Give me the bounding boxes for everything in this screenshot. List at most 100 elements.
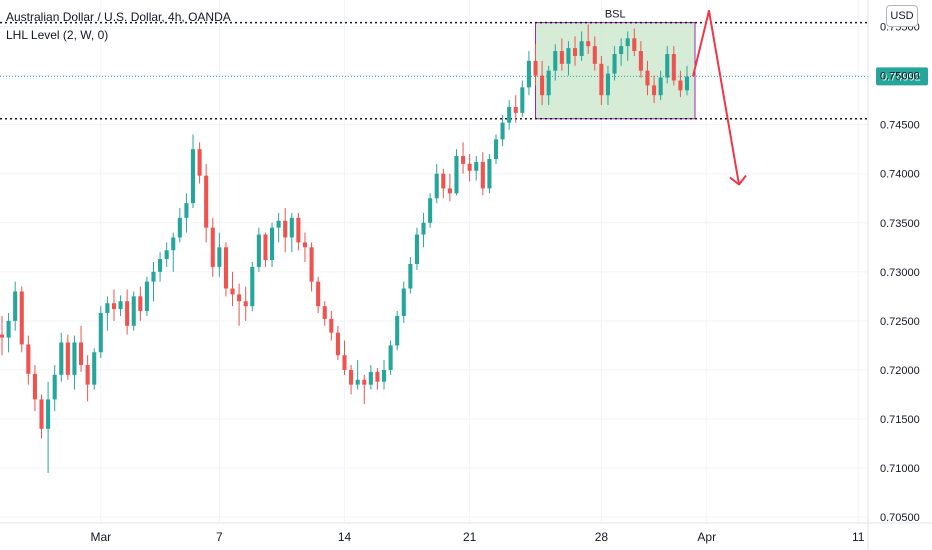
candle-body (605, 73, 611, 96)
candle-body (46, 399, 51, 429)
currency-button[interactable]: USD (886, 5, 918, 27)
candle-body (658, 77, 663, 96)
symbol-title: Australian Dollar / U.S. Dollar, 4h, OAN… (6, 10, 231, 24)
candle-body (78, 342, 84, 366)
candle-body (210, 227, 215, 267)
candle-body (19, 291, 24, 345)
candle-body (197, 149, 202, 176)
candle-body (507, 106, 512, 123)
candle-body (144, 281, 149, 312)
candle-body (645, 70, 650, 86)
candle-body (125, 301, 130, 326)
candle-body (256, 234, 261, 267)
candle-body (92, 352, 97, 385)
candle-body (190, 149, 196, 204)
y-tick-label: 0.75000 (880, 71, 920, 83)
candle-body (223, 247, 228, 289)
candle-body (665, 54, 670, 78)
candle-body (480, 161, 485, 189)
candle-body (566, 48, 571, 64)
arrow-head (729, 174, 747, 186)
y-tick-label: 0.72000 (880, 365, 920, 377)
x-tick-label: 28 (595, 530, 609, 544)
candle-body (487, 158, 492, 189)
candle-body (158, 259, 163, 272)
candle-body (184, 203, 189, 218)
candle-body (671, 54, 676, 81)
x-tick-label: Mar (90, 530, 111, 544)
candle-body (98, 313, 103, 353)
candle-body (375, 371, 380, 382)
candle-body (177, 217, 182, 238)
candle-body (138, 296, 143, 312)
x-tick-label: 11 (852, 530, 865, 544)
candle-body (316, 281, 321, 307)
candle-body (6, 320, 11, 338)
candle-body (520, 87, 525, 113)
candle-body (500, 122, 505, 140)
bsl-label: BSL (605, 9, 626, 21)
candle-body (13, 291, 18, 321)
candle-body (493, 139, 499, 159)
candle-body (684, 76, 690, 91)
candle-body (263, 234, 268, 261)
candle-body (441, 173, 446, 189)
candle-body (39, 399, 44, 429)
candle-body (368, 371, 373, 385)
x-tick-label: 21 (463, 530, 477, 544)
candle-body (401, 288, 406, 316)
candle-body (270, 227, 275, 261)
candles (0, 24, 690, 473)
y-tick-label: 0.74500 (880, 120, 920, 132)
candle-body (421, 222, 426, 235)
x-tick-label: 14 (338, 530, 352, 544)
candle-body (599, 63, 604, 96)
candle-body (619, 46, 624, 55)
candle-body (533, 60, 538, 76)
current-price-tag (876, 67, 928, 86)
candle-body (625, 38, 630, 47)
candle-body (428, 198, 433, 223)
y-tick-label: 0.73000 (880, 267, 920, 279)
candle-body (586, 41, 591, 47)
y-tick-label: 0.74000 (880, 169, 920, 181)
candle-body (434, 173, 439, 199)
x-tick-label: 7 (216, 530, 223, 544)
candle-body (329, 318, 334, 333)
candle-body (388, 345, 393, 370)
x-tick-label: Apr (697, 530, 716, 544)
candle-body (395, 315, 400, 346)
candle-body (559, 51, 564, 64)
candle-body (204, 175, 209, 228)
candle-body (322, 306, 327, 319)
y-tick-label: 0.71500 (880, 414, 920, 426)
y-tick-label: 0.73500 (880, 218, 920, 230)
candle-body (0, 334, 5, 338)
candle-body (52, 374, 57, 400)
y-tick-label: 0.71000 (880, 463, 920, 475)
candle-body (638, 51, 643, 71)
candle-body (289, 217, 294, 238)
level-lines: 0.74992 (0, 21, 928, 120)
candle-body (32, 373, 37, 400)
grid (0, 0, 868, 523)
candle-body (553, 51, 558, 71)
candle-body (461, 156, 466, 164)
candle-body (302, 242, 308, 248)
candle-body (65, 342, 70, 375)
candle-body (85, 365, 90, 385)
candle-body (309, 247, 314, 282)
candle-body (447, 188, 452, 194)
candle-body (579, 41, 584, 56)
candle-body (283, 220, 288, 238)
candle-body (408, 263, 413, 289)
candle-body (546, 70, 551, 96)
candle-body (151, 271, 156, 282)
candle-body (296, 217, 301, 243)
candle-body (362, 379, 367, 385)
indicator-label[interactable]: LHL Level (2, W, 0) (6, 28, 109, 42)
candle-body (474, 161, 479, 171)
